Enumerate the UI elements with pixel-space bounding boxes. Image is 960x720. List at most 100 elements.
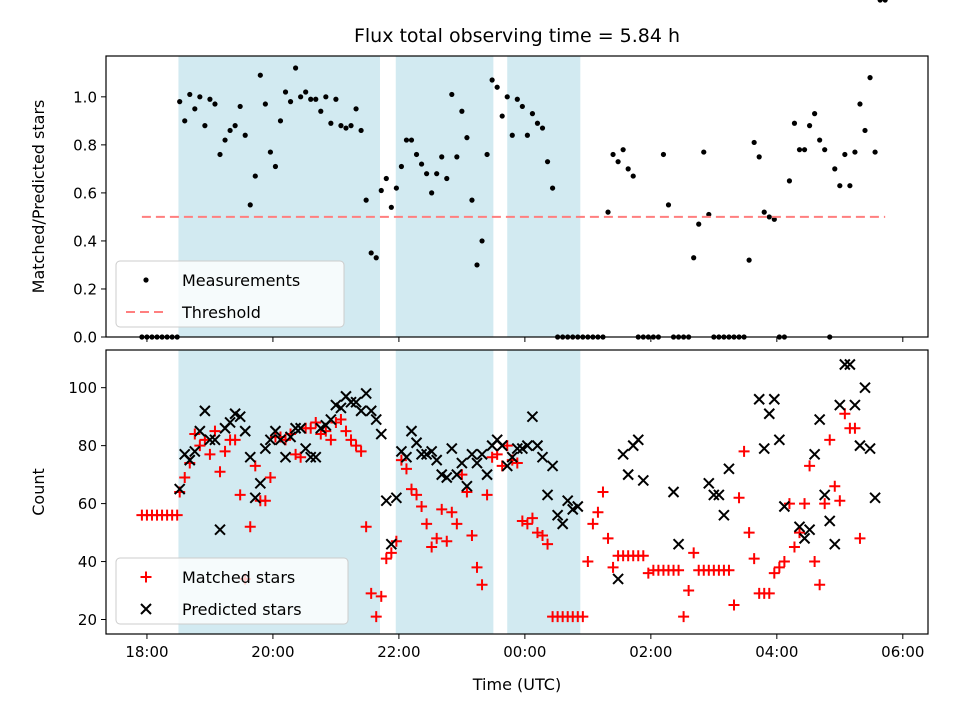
count-matched-stars-point — [763, 587, 775, 599]
count-matched-stars-point — [849, 422, 861, 434]
count-predicted-stars-point — [829, 538, 841, 550]
count-matched-stars-point — [204, 448, 216, 460]
count-predicted-stars-point — [703, 477, 715, 490]
ratio-measurements-point — [242, 132, 248, 138]
ratio-y-tick-label: 0.6 — [73, 184, 97, 202]
ratio-measurements-point — [696, 221, 702, 227]
x-tick-label: 00:00 — [503, 643, 546, 661]
ratio-measurements-point — [751, 139, 757, 146]
count-predicted-stars-point — [521, 439, 534, 452]
x-tick-label: 22:00 — [377, 643, 420, 661]
count-matched-stars-point — [466, 529, 478, 541]
ratio-measurements-point — [237, 103, 243, 110]
count-matched-stars-point — [799, 498, 811, 510]
ratio-measurements-point — [348, 123, 354, 129]
count-predicted-stars-point — [451, 468, 463, 481]
count-predicted-stars-point — [506, 451, 518, 463]
count-observing-window — [395, 350, 494, 634]
count-y-tick-label: 20 — [78, 611, 97, 629]
ratio-measurements-point — [383, 175, 389, 182]
count-matched-stars-point — [778, 556, 790, 568]
count-predicted-stars-point — [234, 410, 246, 423]
ratio-legend: Measurements Threshold — [115, 260, 345, 328]
count-predicted-stars-point — [481, 468, 493, 481]
count-predicted-stars-point — [274, 434, 287, 446]
ratio-measurements-point — [706, 211, 712, 218]
count-matched-stars-point — [743, 527, 755, 539]
count-matched-stars-point — [537, 529, 549, 541]
count-matched-stars-point — [794, 527, 806, 539]
count-predicted-stars-point — [289, 422, 302, 434]
count-matched-stars-point — [577, 611, 589, 623]
count-matched-stars-point — [768, 567, 780, 579]
count-matched-stars-point — [773, 561, 785, 573]
ratio-measurements-point — [786, 178, 793, 184]
count-matched-stars-point — [259, 495, 271, 507]
ratio-y-axis-label: Matched/Predicted stars — [29, 100, 48, 294]
ratio-measurements-point — [877, 0, 883, 3]
count-matched-stars-point — [320, 425, 332, 437]
count-predicted-stars-point — [350, 396, 362, 408]
count-matched-stars-point — [788, 541, 800, 553]
count-predicted-stars-point — [793, 521, 806, 533]
count-predicted-stars-point — [244, 451, 256, 463]
x-tick-label: 04:00 — [755, 643, 798, 661]
count-predicted-stars-point — [385, 538, 398, 550]
count-matched-stars-point — [688, 547, 700, 559]
count-predicted-stars-point — [556, 518, 569, 530]
count-predicted-stars-point — [184, 454, 196, 466]
ratio-measurements-point — [534, 120, 541, 126]
count-legend-matched-stars-swatch — [140, 571, 152, 583]
count-matched-stars-point — [476, 579, 488, 591]
count-predicted-stars-point — [763, 408, 775, 420]
ratio-measurements-point — [701, 149, 707, 155]
count-matched-stars-point — [390, 535, 402, 547]
count-predicted-stars-point — [859, 381, 871, 394]
ratio-measurements-point — [358, 127, 364, 134]
count-matched-stars-point — [325, 434, 337, 446]
count-predicted-stars-point — [849, 399, 861, 411]
ratio-legend-measurements-swatch — [143, 277, 149, 283]
ratio-measurements-point — [217, 151, 223, 158]
ratio-measurements-point — [439, 154, 445, 160]
count-predicted-stars-point — [335, 402, 347, 414]
count-predicted-stars-point — [713, 489, 725, 501]
count-matched-stars-point — [405, 483, 417, 495]
ratio-measurements-point — [615, 159, 621, 165]
count-legend-matched-stars-label: Matched stars — [182, 568, 295, 587]
ratio-measurements-point — [796, 147, 803, 153]
ratio-measurements-point — [479, 238, 485, 244]
count-matched-stars-point — [380, 553, 392, 565]
ratio-measurements-point — [822, 147, 828, 153]
count-y-tick-label: 60 — [78, 495, 97, 513]
x-tick-label: 18:00 — [125, 643, 168, 661]
ratio-measurements-point — [842, 151, 848, 158]
count-matched-stars-point — [829, 480, 841, 492]
count-matched-stars-point — [385, 547, 397, 559]
count-y-tick-label: 100 — [68, 379, 97, 397]
ratio-measurements-point — [494, 84, 500, 90]
ratio-y-tick-label: 0.8 — [73, 136, 97, 154]
ratio-measurements-point — [509, 132, 515, 138]
count-predicted-stars-point — [430, 454, 443, 466]
count-matched-stars-point — [471, 561, 483, 573]
count-matched-stars-point — [738, 445, 750, 457]
count-predicted-stars-point — [753, 393, 765, 405]
count-predicted-stars-point — [425, 445, 438, 458]
count-predicted-stars-point — [803, 523, 816, 536]
count-predicted-stars-point — [345, 396, 357, 408]
ratio-measurements-point — [212, 101, 218, 107]
count-matched-stars-point — [310, 416, 322, 428]
ratio-measurements-point — [252, 173, 258, 179]
count-predicted-stars-point — [723, 463, 735, 475]
count-predicted-stars-point — [365, 405, 377, 417]
count-predicted-stars-point — [839, 358, 851, 371]
panel-count: 20 40 60 80 100 18:00 20:00 22:00 00:00 02:00 04:… — [29, 350, 929, 661]
ratio-measurements-point — [182, 118, 188, 124]
count-matched-stars-point — [400, 463, 412, 475]
count-matched-stars-point — [421, 518, 433, 530]
count-matched-stars-point — [431, 532, 443, 544]
ratio-measurements-point — [187, 91, 193, 98]
ratio-measurements-point — [257, 72, 263, 78]
x-axis-label: Time (UTC) — [472, 675, 561, 694]
